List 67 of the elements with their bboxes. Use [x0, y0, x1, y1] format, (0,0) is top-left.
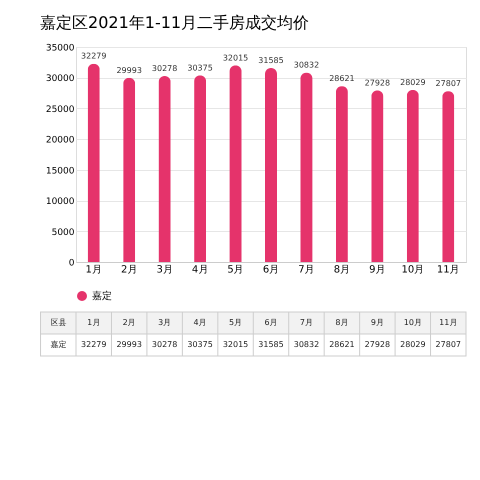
x-tick-label: 2月 [120, 264, 138, 276]
category-label: 4月 [194, 318, 207, 327]
category-label: 7月 [300, 318, 313, 327]
category-label: 5月 [229, 318, 242, 327]
data-label: 28029 [400, 340, 426, 349]
bar [158, 76, 171, 262]
category-label: 11月 [439, 318, 458, 327]
data-label: 32015 [222, 340, 248, 349]
y-tick-label: 25000 [46, 104, 75, 115]
text: 28029 [400, 78, 426, 87]
chart-title: 嘉定区2021年1-11月二手房成交均价 [40, 13, 310, 32]
bar [406, 90, 419, 262]
bar [265, 68, 277, 262]
x-tick-label: 9月 [369, 264, 386, 276]
text: 30278 [152, 64, 178, 74]
text: 32279 [81, 52, 106, 61]
text: 27928 [364, 78, 390, 88]
text: 嘉定 [50, 340, 66, 349]
text: 30832 [294, 60, 320, 70]
category-label: 6月 [264, 318, 278, 327]
y-tick-label: 20000 [46, 136, 75, 146]
x-tick-label: 3月 [156, 264, 173, 276]
text: 31585 [258, 56, 284, 65]
text: 32015 [222, 53, 248, 62]
y-tick-label: 5000 [52, 228, 75, 238]
category-label: 3月 [158, 318, 172, 327]
data-label: 30278 [152, 340, 178, 349]
data-label: 30375 [187, 340, 213, 349]
y-tick-label: 10000 [46, 197, 75, 208]
bar [300, 72, 312, 262]
x-tick-label: 11月 [436, 264, 460, 276]
x-tick-label: 10月 [401, 264, 424, 276]
data-label: 28621 [329, 340, 355, 349]
x-tick-label: 6月 [262, 264, 280, 276]
x-tick-label: 4月 [192, 264, 208, 276]
data-label: 27928 [364, 340, 390, 349]
x-tick-label: 7月 [298, 264, 315, 276]
data-label: 30832 [294, 340, 320, 349]
x-tick-label: 8月 [334, 264, 350, 276]
text: 27807 [436, 79, 461, 88]
y-tick-label: 30000 [46, 74, 75, 84]
text: 30375 [187, 63, 213, 72]
text: 区县 [50, 318, 66, 327]
x-tick-label: 1月 [86, 264, 102, 276]
bar [230, 65, 242, 262]
bar [442, 91, 454, 262]
y-tick-label: 15000 [46, 166, 75, 176]
legend-label: 嘉定 [92, 290, 112, 302]
category-label: 1月 [87, 318, 100, 327]
text: 28621 [329, 74, 355, 84]
bar [194, 75, 206, 262]
bar [336, 86, 348, 262]
category-label: 9月 [370, 318, 384, 327]
text: 29993 [116, 66, 142, 75]
category-label: 8月 [335, 318, 348, 327]
data-label: 29993 [116, 340, 142, 349]
category-label: 2月 [122, 318, 136, 327]
data-label: 31585 [258, 340, 284, 349]
y-tick-label: 35000 [46, 44, 75, 54]
y-tick-label: 0 [68, 258, 75, 268]
category-label: 10月 [404, 318, 422, 327]
x-tick-label: 5月 [227, 264, 244, 276]
data-label: 32279 [81, 340, 106, 349]
bar [88, 64, 100, 262]
bar [371, 90, 384, 262]
bar [123, 78, 136, 262]
data-label: 27807 [436, 340, 461, 349]
